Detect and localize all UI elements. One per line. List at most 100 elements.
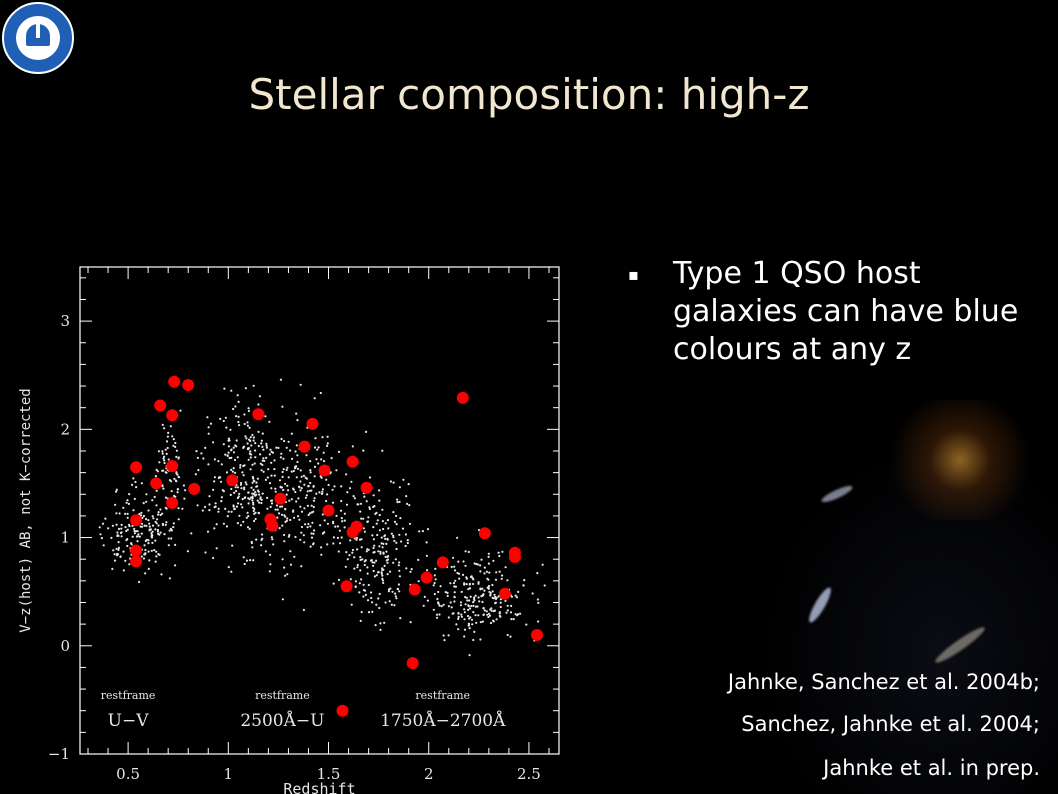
field-point — [130, 543, 133, 546]
field-point — [367, 516, 370, 519]
field-point — [372, 546, 375, 550]
field-point — [163, 459, 166, 462]
field-point — [125, 501, 128, 504]
field-point — [426, 528, 430, 531]
field-point — [444, 591, 447, 594]
field-point — [450, 565, 453, 569]
field-point — [252, 503, 255, 506]
x-axis-label: Redshift — [283, 780, 355, 794]
field-point — [172, 438, 175, 441]
field-point — [476, 563, 480, 566]
field-point — [283, 533, 286, 537]
field-point — [232, 467, 235, 470]
field-point — [252, 488, 255, 491]
field-point — [398, 569, 401, 572]
field-point — [483, 609, 486, 612]
field-point — [259, 462, 262, 465]
field-point — [236, 456, 239, 459]
field-point — [299, 505, 302, 508]
field-point — [354, 585, 357, 589]
field-point — [341, 520, 344, 523]
field-point — [474, 614, 477, 617]
field-point — [251, 492, 254, 495]
field-point — [464, 596, 467, 599]
field-point — [245, 437, 248, 440]
x-tick-label: 1.5 — [317, 765, 341, 783]
field-point — [165, 507, 168, 510]
field-point — [461, 573, 465, 576]
field-point — [254, 490, 257, 494]
field-point — [282, 457, 285, 460]
field-point — [167, 537, 170, 540]
field-point — [395, 597, 398, 600]
field-point — [237, 415, 240, 418]
field-point — [345, 503, 349, 506]
field-point — [418, 530, 421, 533]
field-point — [358, 591, 361, 594]
field-point — [212, 488, 215, 491]
qso-host-point — [318, 464, 331, 477]
field-point — [327, 483, 330, 487]
band-label: restframe — [415, 689, 470, 702]
field-point — [153, 495, 156, 499]
field-point — [373, 575, 376, 578]
field-point — [254, 456, 257, 459]
field-point — [363, 560, 366, 563]
field-point — [101, 522, 105, 525]
field-point — [206, 530, 210, 533]
field-point — [246, 526, 250, 529]
field-point — [150, 532, 153, 535]
field-point — [487, 562, 490, 565]
field-point — [482, 607, 485, 610]
field-point — [130, 483, 134, 486]
field-point — [316, 448, 319, 451]
field-point — [162, 487, 165, 490]
field-point — [483, 566, 486, 569]
field-point — [436, 597, 439, 601]
field-point — [196, 456, 199, 459]
field-point — [144, 572, 147, 575]
field-point — [281, 598, 284, 601]
field-point — [98, 526, 101, 529]
field-point — [287, 440, 290, 443]
field-point — [217, 460, 220, 463]
qso-host-point — [336, 704, 349, 717]
field-point — [332, 582, 335, 585]
field-point — [501, 550, 504, 553]
field-point — [309, 469, 312, 472]
field-point — [122, 550, 125, 553]
field-point — [140, 532, 143, 535]
field-point — [383, 621, 386, 624]
qso-host-point — [154, 399, 167, 412]
field-point — [394, 592, 397, 595]
field-point — [284, 508, 287, 511]
qso-host-point — [478, 527, 491, 540]
field-point — [222, 522, 225, 525]
field-point — [113, 553, 116, 556]
field-point — [296, 419, 299, 422]
bullet-text: Type 1 QSO host galaxies can have blue c… — [673, 256, 1019, 367]
field-point — [356, 566, 359, 569]
field-point — [240, 503, 243, 506]
field-point — [402, 478, 405, 481]
field-point — [251, 481, 254, 484]
field-point — [244, 435, 247, 438]
field-point — [158, 461, 161, 464]
field-point — [313, 529, 316, 532]
field-point — [174, 543, 177, 546]
field-point — [231, 470, 234, 473]
field-point — [362, 583, 365, 586]
field-point — [517, 590, 520, 593]
qso-host-point — [340, 580, 353, 593]
field-point — [280, 437, 283, 441]
field-point — [483, 572, 486, 575]
qso-host-point — [150, 477, 163, 490]
field-point — [252, 477, 255, 480]
field-point — [465, 576, 468, 579]
qso-host-point — [346, 455, 359, 468]
field-point — [249, 450, 252, 453]
field-point — [367, 583, 370, 587]
field-point — [330, 457, 333, 460]
field-point — [404, 533, 407, 536]
field-point — [127, 502, 130, 505]
